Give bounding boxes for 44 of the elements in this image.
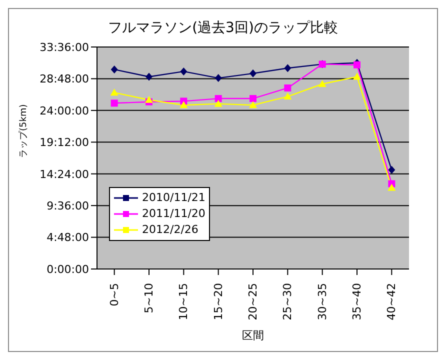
- point: [145, 96, 153, 103]
- point: [388, 184, 396, 191]
- point: [284, 92, 292, 100]
- point: [146, 72, 152, 81]
- point: [354, 61, 360, 68]
- point: [180, 101, 188, 108]
- x-axis-title: 区間: [242, 329, 264, 342]
- x-tick-label: 15~20: [212, 283, 225, 320]
- x-tick-label: 35~40: [350, 283, 364, 320]
- x-tick-label: 0~5: [108, 283, 121, 306]
- x-tick-label: 30~35: [316, 283, 329, 320]
- y-tick-label: 0:00:00: [46, 262, 89, 276]
- x-tick-label: 5~10: [142, 283, 156, 314]
- y-axis-title: ラップ(5km): [18, 104, 30, 158]
- x-tick-label: 20~25: [246, 283, 260, 320]
- point: [250, 69, 256, 78]
- point: [388, 166, 396, 174]
- point: [110, 65, 118, 74]
- x-tick-label: 40~42: [385, 283, 398, 320]
- y-tick-label: 33:36:00: [40, 40, 89, 54]
- point: [318, 80, 326, 87]
- point: [250, 95, 256, 102]
- point: [249, 101, 257, 108]
- point: [214, 95, 222, 102]
- legend-label: 2012/2/26: [142, 222, 198, 238]
- point: [284, 64, 292, 72]
- y-tick-label: 14:24:00: [40, 168, 89, 181]
- point: [110, 100, 118, 107]
- y-tick-label: 4:48:00: [46, 231, 89, 244]
- point: [284, 84, 292, 92]
- legend-label: 2010/11/21: [142, 190, 206, 206]
- y-tick-label: 28:48:00: [40, 72, 89, 86]
- point: [214, 74, 222, 82]
- point: [180, 67, 188, 76]
- x-tick-label: 25~30: [281, 283, 294, 320]
- y-tick-label: 24:00:00: [40, 104, 89, 118]
- x-tick-label: 10~15: [177, 283, 190, 320]
- point: [110, 88, 118, 96]
- chart-title: フルマラソン(過去3回)のラップ比較: [107, 19, 339, 37]
- point: [214, 100, 222, 107]
- legend-label: 2011/11/20: [142, 206, 206, 222]
- y-tick-label: 19:12:00: [40, 136, 89, 150]
- point: [353, 72, 361, 80]
- y-tick-label: 9:36:00: [46, 199, 89, 212]
